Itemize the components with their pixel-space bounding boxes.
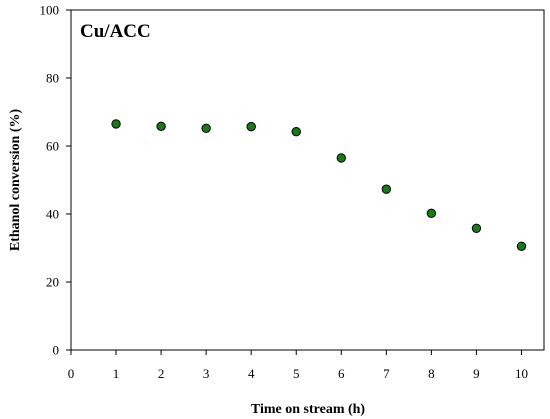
data-point (426, 208, 437, 219)
x-tick-label: 0 (68, 366, 75, 381)
x-tick-label: 2 (158, 366, 165, 381)
x-tick-label: 3 (203, 366, 210, 381)
data-point (471, 223, 482, 233)
data-point (291, 127, 301, 137)
x-tick-label: 1 (113, 366, 120, 381)
x-tick-label: 9 (473, 366, 480, 381)
data-point (336, 153, 346, 163)
y-tick-label: 0 (53, 343, 60, 358)
data-point (156, 121, 166, 131)
x-axis-title: Time on stream (h) (251, 402, 366, 417)
x-tick-label: 4 (248, 366, 255, 381)
data-point (381, 184, 392, 194)
x-tick-label: 5 (293, 366, 300, 381)
data-point (516, 241, 527, 252)
y-tick-label: 60 (46, 139, 59, 154)
x-tick-label: 8 (428, 366, 435, 381)
x-tick-label: 6 (338, 366, 345, 381)
x-tick-label: 7 (383, 366, 390, 381)
data-point (111, 119, 121, 129)
plot-frame (70, 9, 545, 351)
y-tick-label: 40 (46, 207, 59, 222)
y-tick-label: 20 (46, 275, 59, 290)
data-points (111, 119, 527, 252)
x-axis-ticks: 0 1 2 3 4 5 6 7 8 9 10 (68, 350, 528, 381)
y-axis-ticks: 0 20 40 60 80 100 (40, 3, 71, 358)
y-axis-title: Ethanol conversion (%) (8, 108, 23, 251)
y-tick-label: 80 (46, 71, 59, 86)
y-tick-label: 100 (40, 3, 60, 18)
data-point (201, 123, 211, 134)
data-point (246, 121, 256, 132)
chart-title: Cu/ACC (80, 21, 151, 42)
x-tick-label: 10 (515, 366, 528, 381)
